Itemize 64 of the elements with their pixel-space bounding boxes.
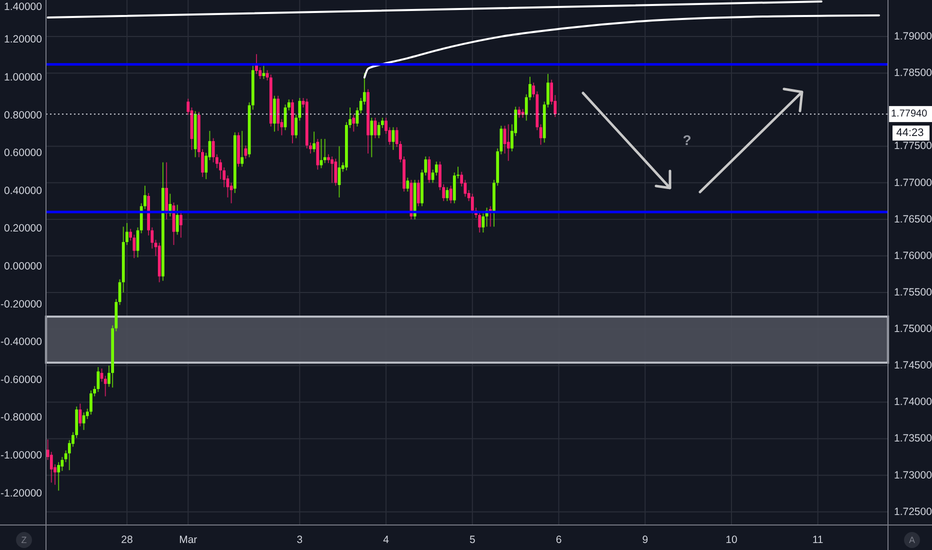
candlestick xyxy=(78,403,82,427)
y-tick-label: 1.20000 xyxy=(4,34,42,46)
candlestick xyxy=(176,204,179,236)
candlestick xyxy=(179,210,182,238)
y-tick-label: 0.20000 xyxy=(4,222,42,235)
y-tick-label: 0.00000 xyxy=(4,260,42,272)
line-series xyxy=(363,14,880,79)
y2-tick-label: 1.75500 xyxy=(894,286,932,298)
x-tick-label: 11 xyxy=(812,534,824,546)
candlestick xyxy=(334,158,338,186)
x-tick-label: 10 xyxy=(726,534,738,546)
ref-line-label: 1.77940 xyxy=(891,108,928,120)
candlestick xyxy=(377,122,380,139)
y-tick-label: -0.60000 xyxy=(0,374,42,386)
y2-tick-label: 1.77000 xyxy=(894,176,932,189)
candlestick xyxy=(316,138,320,170)
x-tick-label: 6 xyxy=(556,534,562,546)
candlestick xyxy=(320,138,323,169)
y2-tick-label: 1.75000 xyxy=(894,323,932,336)
candlestick xyxy=(370,117,374,158)
y-tick-label: -1.20000 xyxy=(0,487,42,500)
x-tick-label: 4 xyxy=(383,534,390,546)
annotation: ? xyxy=(682,132,692,148)
y2-tick-label: 1.79000 xyxy=(894,30,932,43)
y-tick-label: 1.00000 xyxy=(4,71,42,84)
y-tick-label: 0.80000 xyxy=(4,109,42,122)
x-tick-label: 5 xyxy=(469,534,476,546)
candlestick xyxy=(330,156,334,184)
candlestick xyxy=(230,182,233,204)
candlestick xyxy=(323,138,326,164)
y2-tick-label: 1.76500 xyxy=(894,213,932,226)
text: Z xyxy=(21,535,28,545)
candlestick xyxy=(506,124,510,162)
x-tick-label: 28 xyxy=(121,534,133,546)
candlestick xyxy=(312,131,316,153)
candlestick xyxy=(416,179,420,207)
candlestick xyxy=(518,106,521,118)
y-tick-label: -0.20000 xyxy=(0,298,42,310)
candlestick xyxy=(90,390,92,416)
candlestick xyxy=(100,368,104,382)
candlestick xyxy=(240,130,244,168)
text: A xyxy=(908,535,916,545)
y-tick-label: 1.40000 xyxy=(4,1,42,13)
x-tick-label: 3 xyxy=(296,534,303,546)
y-tick-label: -1.00000 xyxy=(0,449,42,462)
y-tick-label: 0.40000 xyxy=(4,184,42,197)
x-tick-label: Mar xyxy=(179,534,198,546)
y2-tick-label: 1.77500 xyxy=(894,140,932,152)
y2-tick-label: 1.73500 xyxy=(894,432,932,445)
candlestick xyxy=(352,114,356,132)
y-tick-label: -0.40000 xyxy=(0,336,42,348)
y2-tick-label: 1.73000 xyxy=(894,469,932,482)
y2-tick-label: 1.74000 xyxy=(894,396,932,408)
x-tick-label: 9 xyxy=(642,534,648,546)
text: 44:23 xyxy=(896,127,924,140)
y2-tick-label: 1.76000 xyxy=(894,250,932,262)
candlestick xyxy=(478,212,482,234)
candlestick xyxy=(96,366,100,392)
y2-tick-label: 1.74500 xyxy=(894,360,932,372)
y2-tick-label: 1.72500 xyxy=(894,506,932,518)
y-tick-label: -0.80000 xyxy=(0,412,42,424)
y-tick-label: 0.60000 xyxy=(4,147,42,160)
candlestick xyxy=(406,177,410,192)
y2-tick-label: 1.78500 xyxy=(894,67,932,80)
